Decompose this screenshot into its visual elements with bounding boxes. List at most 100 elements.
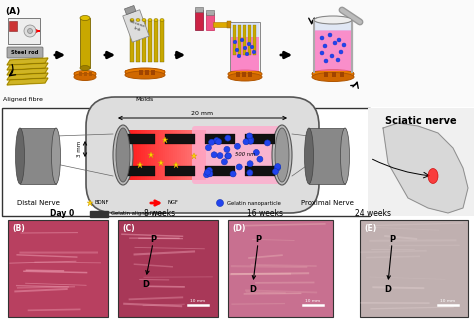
Circle shape	[233, 40, 237, 44]
Circle shape	[207, 171, 213, 177]
Bar	[84, 72, 87, 76]
Bar	[90, 211, 108, 217]
Ellipse shape	[113, 125, 133, 185]
Text: Silicone
  Ink: Silicone Ink	[127, 19, 146, 33]
Ellipse shape	[74, 70, 96, 78]
Bar	[118, 220, 218, 317]
Ellipse shape	[272, 125, 292, 185]
Bar	[253, 25, 256, 55]
FancyBboxPatch shape	[86, 97, 319, 213]
Circle shape	[323, 44, 327, 48]
Circle shape	[235, 48, 239, 52]
Bar	[153, 130, 156, 180]
Circle shape	[203, 172, 210, 178]
Ellipse shape	[125, 71, 165, 79]
Circle shape	[248, 137, 254, 143]
Circle shape	[230, 171, 236, 177]
Bar	[315, 21, 351, 31]
Circle shape	[214, 137, 220, 144]
Bar	[206, 13, 214, 30]
Ellipse shape	[340, 128, 349, 184]
Circle shape	[252, 50, 256, 54]
Bar	[125, 134, 155, 144]
Bar	[189, 130, 192, 180]
Bar	[245, 166, 275, 176]
Bar	[127, 130, 130, 180]
Circle shape	[339, 50, 343, 54]
Bar	[228, 220, 333, 317]
Bar	[191, 130, 194, 180]
Ellipse shape	[130, 19, 134, 21]
Circle shape	[250, 45, 254, 49]
Polygon shape	[383, 123, 468, 213]
Bar	[195, 130, 198, 180]
Bar	[125, 130, 128, 180]
Circle shape	[225, 153, 231, 159]
Bar	[242, 72, 246, 77]
Bar	[213, 22, 227, 27]
FancyBboxPatch shape	[192, 126, 283, 184]
Bar	[324, 72, 328, 77]
Bar	[130, 20, 134, 62]
Bar	[155, 130, 158, 180]
Bar	[309, 128, 345, 184]
Bar	[315, 30, 351, 71]
Ellipse shape	[142, 19, 146, 21]
Ellipse shape	[312, 72, 354, 81]
Bar	[167, 130, 170, 180]
Bar	[169, 130, 172, 180]
Circle shape	[320, 51, 324, 55]
Bar	[148, 20, 152, 62]
Text: Aligned fibre: Aligned fibre	[3, 97, 43, 102]
Ellipse shape	[52, 128, 61, 184]
Bar	[233, 25, 236, 55]
Bar	[165, 130, 168, 180]
Bar	[161, 130, 164, 180]
Text: D: D	[143, 280, 149, 289]
Bar	[20, 128, 56, 184]
Text: Gelatin aligned fiber: Gelatin aligned fiber	[111, 211, 165, 217]
Text: P: P	[389, 235, 395, 244]
Bar	[230, 72, 260, 77]
Circle shape	[333, 41, 337, 45]
Bar	[243, 25, 246, 55]
Bar	[199, 130, 202, 180]
Bar	[195, 7, 203, 12]
Bar	[157, 130, 160, 180]
Ellipse shape	[228, 70, 262, 78]
Bar	[368, 108, 474, 216]
Circle shape	[216, 139, 222, 145]
Ellipse shape	[80, 16, 90, 20]
Circle shape	[253, 150, 259, 155]
Bar	[193, 130, 196, 180]
Bar	[151, 130, 154, 180]
Circle shape	[247, 42, 251, 46]
Bar	[360, 220, 468, 317]
Bar	[175, 130, 178, 180]
Circle shape	[236, 164, 242, 170]
Circle shape	[342, 43, 346, 47]
Text: 10 mm: 10 mm	[305, 299, 320, 303]
Bar	[332, 72, 336, 77]
Text: 16 weeks: 16 weeks	[247, 209, 283, 218]
Bar	[197, 130, 200, 180]
Ellipse shape	[304, 128, 313, 184]
Text: 8 weeks: 8 weeks	[145, 209, 175, 218]
Bar	[187, 130, 190, 180]
Ellipse shape	[160, 19, 164, 21]
Circle shape	[209, 139, 215, 145]
Text: D: D	[249, 285, 256, 294]
Ellipse shape	[154, 19, 158, 21]
Circle shape	[205, 145, 211, 151]
Circle shape	[320, 36, 324, 40]
Bar	[314, 20, 352, 72]
Text: 20 mm: 20 mm	[191, 111, 214, 116]
Bar	[312, 72, 354, 77]
Circle shape	[337, 38, 341, 42]
Text: Steel rod: Steel rod	[11, 50, 39, 56]
Bar	[137, 130, 140, 180]
Bar	[79, 72, 82, 76]
Circle shape	[27, 28, 33, 33]
Bar	[8, 220, 108, 317]
Circle shape	[330, 54, 334, 58]
